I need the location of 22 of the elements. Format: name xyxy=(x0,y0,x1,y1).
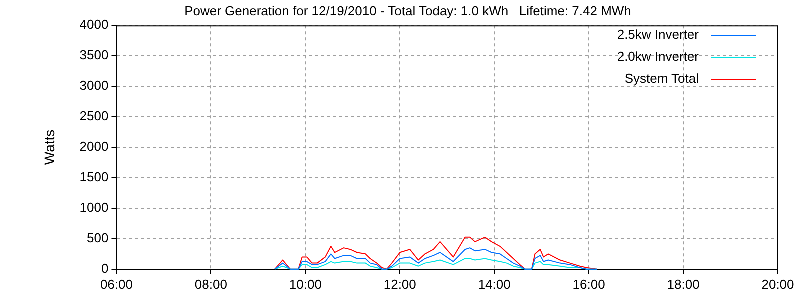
y-tick-label: 3500 xyxy=(80,48,109,63)
y-tick-label: 1500 xyxy=(80,170,109,185)
x-tick-label: 18:00 xyxy=(667,276,700,292)
x-tick-label: 12:00 xyxy=(384,276,416,292)
y-tick-label: 500 xyxy=(87,230,109,246)
x-tick-label: 08:00 xyxy=(194,276,228,292)
y-tick-label: 0 xyxy=(101,260,109,276)
y-axis-title: Watts xyxy=(41,130,58,166)
x-tick-label: 20:00 xyxy=(762,276,794,292)
chart-title: Power Generation for 12/19/2010 - Total Today: 1.0 kWh Lifetime: 7.42 MWh xyxy=(184,3,632,18)
y-tick-label: 3000 xyxy=(80,78,109,94)
legend-label: System Total xyxy=(624,71,700,86)
y-tick-label: 2500 xyxy=(80,108,109,124)
legend-label: 2.0kw Inverter xyxy=(617,49,700,64)
y-tick-label: 4000 xyxy=(80,17,109,32)
legend-label: 2.5kw Inverter xyxy=(617,27,700,42)
y-tick-label: 1000 xyxy=(80,200,109,216)
x-tick-label: 16:00 xyxy=(572,276,606,292)
x-tick-label: 06:00 xyxy=(100,276,133,292)
y-tick-label: 2000 xyxy=(80,139,109,154)
x-tick-label: 14:00 xyxy=(478,276,511,292)
x-tick-label: 10:00 xyxy=(289,276,322,292)
